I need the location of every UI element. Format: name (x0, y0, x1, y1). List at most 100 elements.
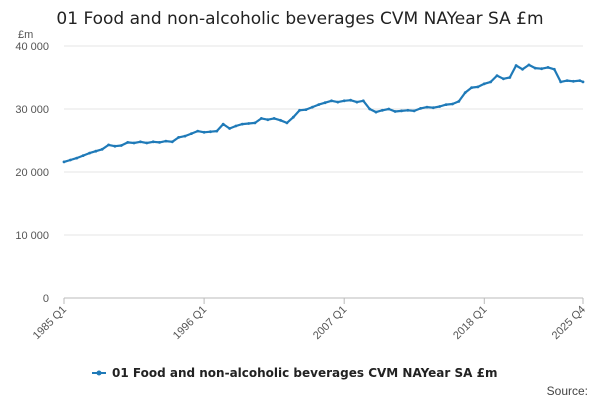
data-point (368, 107, 372, 111)
data-point (470, 86, 473, 89)
x-tick-label: 2018 Q1 (451, 304, 489, 342)
data-point (552, 67, 556, 71)
data-point (400, 109, 403, 113)
data-point (94, 149, 98, 153)
data-point (311, 105, 314, 109)
data-point (349, 98, 352, 102)
legend[interactable]: 01 Food and non-alcoholic beverages CVM … (92, 366, 497, 380)
data-point (393, 110, 397, 113)
data-point (559, 80, 563, 84)
y-axis-ticks: 0 10 000 20 000 30 000 40 000 (15, 41, 49, 305)
data-point (228, 127, 232, 130)
legend-label: 01 Food and non-alcoholic beverages CVM … (112, 366, 497, 380)
data-point (527, 63, 531, 67)
data-point (387, 107, 391, 111)
data-point (502, 77, 505, 81)
x-axis: 1985 Q1 1996 Q1 2007 Q1 2018 Q1 2025 Q4 (31, 297, 588, 342)
data-point (126, 141, 130, 144)
data-point (330, 99, 333, 103)
gridlines (64, 45, 583, 236)
x-tick-label: 2007 Q1 (311, 304, 349, 342)
data-point (260, 117, 263, 120)
data-point (342, 99, 346, 103)
data-point (196, 129, 200, 133)
data-point (158, 141, 161, 144)
y-tick-label: 40 000 (15, 41, 49, 53)
x-tick-label: 2025 Q4 (550, 304, 588, 342)
data-point (209, 130, 212, 134)
data-point (266, 118, 270, 122)
data-point (113, 144, 117, 148)
data-point (298, 108, 301, 112)
data-point (514, 64, 518, 67)
data-point (183, 134, 187, 138)
data-point (546, 66, 550, 69)
data-point (291, 115, 295, 119)
legend-dot-marker (96, 370, 102, 376)
data-point (578, 79, 582, 82)
data-point (361, 99, 365, 103)
data-point (412, 109, 416, 113)
data-point (164, 139, 168, 143)
data-point (88, 151, 91, 155)
data-point (215, 129, 219, 133)
data-point (107, 143, 110, 147)
data-point (253, 121, 257, 125)
data-point (581, 80, 585, 84)
data-point (317, 103, 321, 106)
x-tick-label: 1996 Q1 (171, 304, 209, 342)
data-point (425, 105, 429, 109)
data-point (139, 140, 142, 144)
data-point (81, 154, 85, 158)
data-point (406, 108, 410, 112)
source-label[interactable]: Source: (547, 384, 588, 398)
data-point (438, 105, 442, 108)
chart-title: 01 Food and non-alcoholic beverages CVM … (56, 9, 543, 29)
data-point (451, 102, 454, 106)
data-point (336, 100, 340, 104)
data-point (234, 124, 238, 128)
data-point (489, 80, 493, 84)
data-point (151, 140, 155, 144)
x-tick-label: 1985 Q1 (31, 304, 69, 342)
data-point (444, 103, 448, 106)
data-point (285, 121, 289, 125)
data-point (119, 144, 123, 147)
data-point (495, 74, 499, 77)
data-point (272, 117, 276, 120)
data-point (476, 85, 480, 89)
series-group (62, 63, 585, 164)
data-point (521, 67, 524, 71)
data-point (540, 67, 543, 71)
y-tick-label: 10 000 (15, 230, 49, 242)
y-tick-label: 20 000 (15, 167, 49, 179)
data-point (221, 122, 225, 126)
data-point (240, 122, 244, 126)
data-point (202, 130, 206, 134)
data-point (145, 141, 149, 145)
data-point (457, 100, 461, 103)
data-point (482, 82, 486, 86)
data-point (279, 118, 282, 122)
data-point (323, 101, 327, 105)
data-point (247, 122, 251, 125)
y-axis-label: £m (18, 29, 33, 41)
data-point (132, 141, 136, 145)
data-point (463, 91, 467, 94)
data-point (419, 107, 422, 110)
data-point (508, 76, 512, 79)
data-point (75, 156, 79, 160)
y-tick-label: 30 000 (15, 104, 49, 116)
data-point (533, 66, 537, 70)
y-tick-label: 0 (43, 293, 49, 305)
data-point (374, 110, 378, 114)
data-point (355, 100, 359, 104)
data-point (69, 158, 72, 162)
data-point (62, 160, 66, 164)
data-point (100, 147, 104, 151)
data-point (170, 140, 174, 144)
data-point (304, 108, 308, 111)
series-line (63, 63, 584, 163)
data-point (431, 106, 435, 110)
